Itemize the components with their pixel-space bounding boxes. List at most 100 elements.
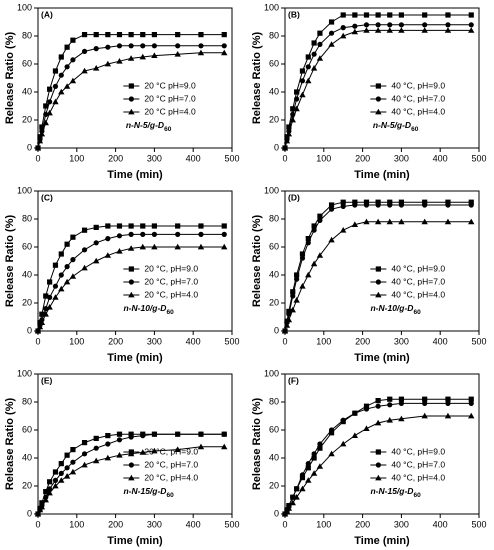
marker (81, 32, 88, 38)
marker (64, 465, 70, 471)
marker (140, 223, 146, 229)
marker (375, 403, 381, 409)
marker (104, 60, 112, 67)
x-tick-label: 0 (35, 336, 40, 346)
annotation-subscript: 60 (413, 309, 421, 316)
marker (328, 450, 335, 457)
x-axis-title: Time (min) (107, 169, 163, 181)
marker (52, 294, 59, 300)
marker (299, 251, 306, 257)
legend-label: 20 °C, pH=9.0 (144, 263, 198, 273)
marker (398, 415, 405, 422)
x-tick-label: 0 (35, 519, 40, 529)
y-tick-label: 0 (27, 325, 32, 335)
y-axis-title: Release Ratio (%) (4, 32, 16, 125)
marker (116, 248, 123, 254)
marker (64, 452, 70, 458)
marker (311, 227, 317, 233)
marker (39, 500, 45, 506)
x-tick-label: 200 (355, 519, 370, 529)
marker (422, 12, 428, 18)
marker (52, 262, 59, 268)
marker (422, 400, 428, 406)
marker (104, 252, 112, 258)
x-tick-label: 200 (355, 153, 370, 163)
marker (70, 459, 76, 465)
marker (42, 496, 49, 503)
plot-frame (284, 373, 480, 515)
marker (283, 322, 291, 328)
marker (468, 22, 474, 28)
marker (375, 83, 381, 89)
marker (81, 451, 88, 457)
marker (151, 223, 157, 229)
annotation-text: n-N-10/g-D (123, 303, 166, 313)
marker (116, 437, 123, 443)
marker (52, 83, 59, 89)
y-tick-label: 40 (22, 452, 32, 462)
annotation: n-N-15/g-D60 (370, 486, 421, 498)
legend-label: 20 °C, pH=7.0 (144, 276, 198, 286)
marker (340, 199, 346, 205)
marker (128, 108, 135, 115)
marker (128, 291, 135, 298)
marker (47, 294, 53, 300)
marker (328, 30, 335, 36)
legend-label: 40 °C, pH=7.0 (391, 276, 445, 286)
marker (311, 40, 317, 46)
marker (116, 43, 123, 49)
marker (198, 32, 204, 38)
marker (283, 137, 291, 144)
marker (105, 44, 111, 50)
marker (311, 51, 317, 57)
x-tick-label: 500 (471, 153, 486, 163)
marker (299, 283, 306, 289)
plot-frame (37, 190, 233, 332)
annotation-subscript: 60 (413, 492, 421, 499)
marker (310, 470, 318, 476)
panel: 0 100 200 300 400 500 0 20 40 60 80 100 Time (min) Re… (251, 185, 487, 364)
marker (116, 233, 123, 239)
marker (221, 223, 227, 229)
marker (221, 43, 227, 49)
marker (352, 410, 358, 416)
marker (127, 450, 135, 457)
plot-frame (37, 7, 233, 149)
x-tick-label: 400 (433, 336, 448, 346)
panel-label: (C) (41, 192, 53, 202)
marker (174, 446, 181, 452)
marker (340, 440, 347, 447)
marker (139, 53, 146, 60)
marker (63, 83, 71, 89)
y-tick-label: 0 (27, 508, 32, 518)
marker (421, 27, 428, 33)
marker (374, 419, 382, 426)
marker (311, 223, 317, 229)
annotation-text: n-N-5/g-D (126, 120, 164, 130)
legend-label: 40 °C, pH=7.0 (391, 459, 445, 469)
marker (363, 12, 370, 18)
marker (445, 400, 451, 406)
marker (42, 119, 49, 126)
y-tick-label: 100 (264, 185, 279, 195)
y-axis-title: Release Ratio (%) (251, 32, 263, 125)
marker (52, 477, 59, 483)
marker (444, 218, 452, 225)
marker (398, 27, 405, 33)
annotation-subscript: 60 (166, 309, 174, 316)
marker (43, 111, 49, 117)
legend-label: 20 °C pH=4.0 (144, 106, 196, 116)
marker (310, 65, 318, 71)
annotation-subscript: 60 (164, 126, 172, 133)
marker (386, 27, 393, 33)
marker (37, 320, 43, 326)
marker (387, 199, 393, 205)
marker (468, 12, 474, 18)
marker (305, 271, 312, 278)
marker (352, 12, 358, 18)
x-tick-label: 500 (224, 153, 239, 163)
y-axis-title: Release Ratio (%) (4, 215, 16, 308)
marker (340, 12, 346, 18)
marker (375, 474, 382, 481)
